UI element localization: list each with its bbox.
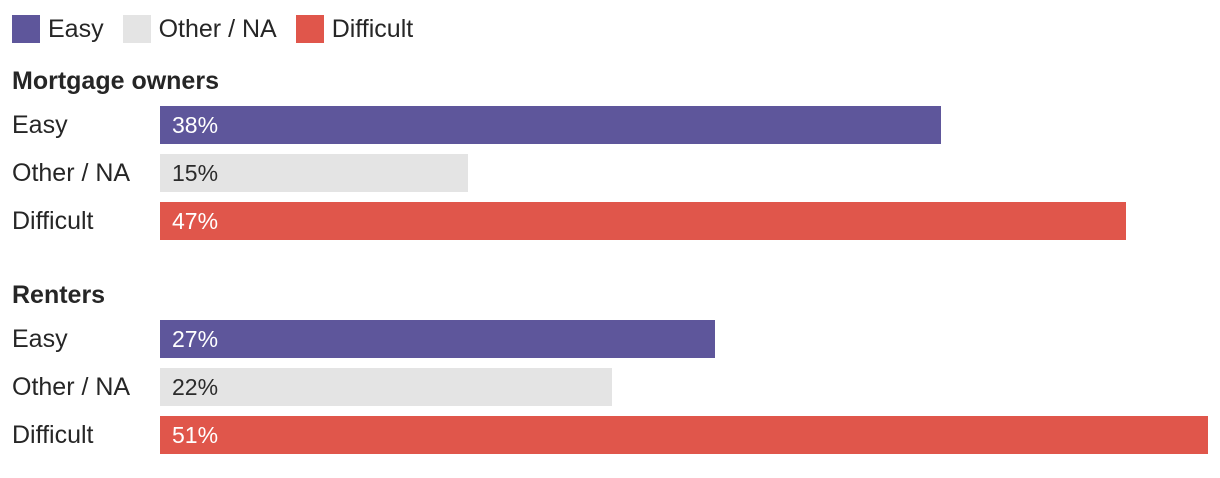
row-label: Easy: [12, 111, 68, 139]
bar-value-label: 22%: [172, 374, 219, 400]
bar-area: 22%: [160, 368, 1208, 406]
bar-mortgage-owners-other-na: 15%: [160, 154, 469, 192]
legend: Easy Other / NA Difficult: [12, 15, 1208, 43]
bar-area: 27%: [160, 320, 1208, 358]
legend-label: Difficult: [331, 15, 414, 43]
bar-row-easy: Easy 38%: [12, 106, 1208, 144]
bar-mortgage-owners-easy: 38%: [160, 106, 941, 144]
legend-item-other-na: Other / NA: [122, 15, 277, 43]
bar-value-label: 27%: [172, 326, 219, 352]
legend-item-easy: Easy: [12, 15, 104, 43]
bar-row-easy: Easy 27%: [12, 320, 1208, 358]
bar-row-difficult: Difficult 51%: [12, 416, 1208, 454]
bar-value-label: 38%: [172, 112, 219, 138]
row-label: Difficult: [12, 421, 94, 449]
bar-renters-easy: 27%: [160, 320, 715, 358]
bar-mortgage-owners-difficult: 47%: [160, 202, 1126, 240]
bar-row-difficult: Difficult 47%: [12, 202, 1208, 240]
row-label: Other / NA: [12, 159, 131, 187]
bar-value-label: 15%: [172, 160, 219, 186]
bar-area: 38%: [160, 106, 1208, 144]
group-renters: Renters Easy 27% Other / NA 22% Difficult 51%: [12, 280, 1208, 454]
bar-renters-other-na: 22%: [160, 368, 613, 406]
legend-swatch-difficult-icon: [295, 15, 324, 43]
group-title: Mortgage owners: [12, 67, 219, 95]
group-title: Renters: [12, 281, 106, 309]
bar-row-other-na: Other / NA 22%: [12, 368, 1208, 406]
row-label: Difficult: [12, 207, 94, 235]
bar-row-other-na: Other / NA 15%: [12, 154, 1208, 192]
bar-value-label: 47%: [172, 208, 219, 234]
bar-value-label: 51%: [172, 422, 219, 448]
chart-groups: Mortgage owners Easy 38% Other / NA 15% Diffi…: [12, 66, 1208, 454]
legend-label: Other / NA: [158, 15, 277, 43]
row-label: Other / NA: [12, 373, 131, 401]
row-label: Easy: [12, 325, 68, 353]
legend-item-difficult: Difficult: [295, 15, 414, 43]
legend-swatch-easy-icon: [12, 15, 40, 43]
bar-renters-difficult: 51%: [160, 416, 1208, 454]
bar-area: 51%: [160, 416, 1208, 454]
group-mortgage-owners: Mortgage owners Easy 38% Other / NA 15% Diffi…: [12, 66, 1208, 240]
legend-label: Easy: [48, 15, 104, 43]
legend-swatch-other-na-icon: [122, 15, 151, 43]
bar-area: 47%: [160, 202, 1208, 240]
bar-area: 15%: [160, 154, 1208, 192]
